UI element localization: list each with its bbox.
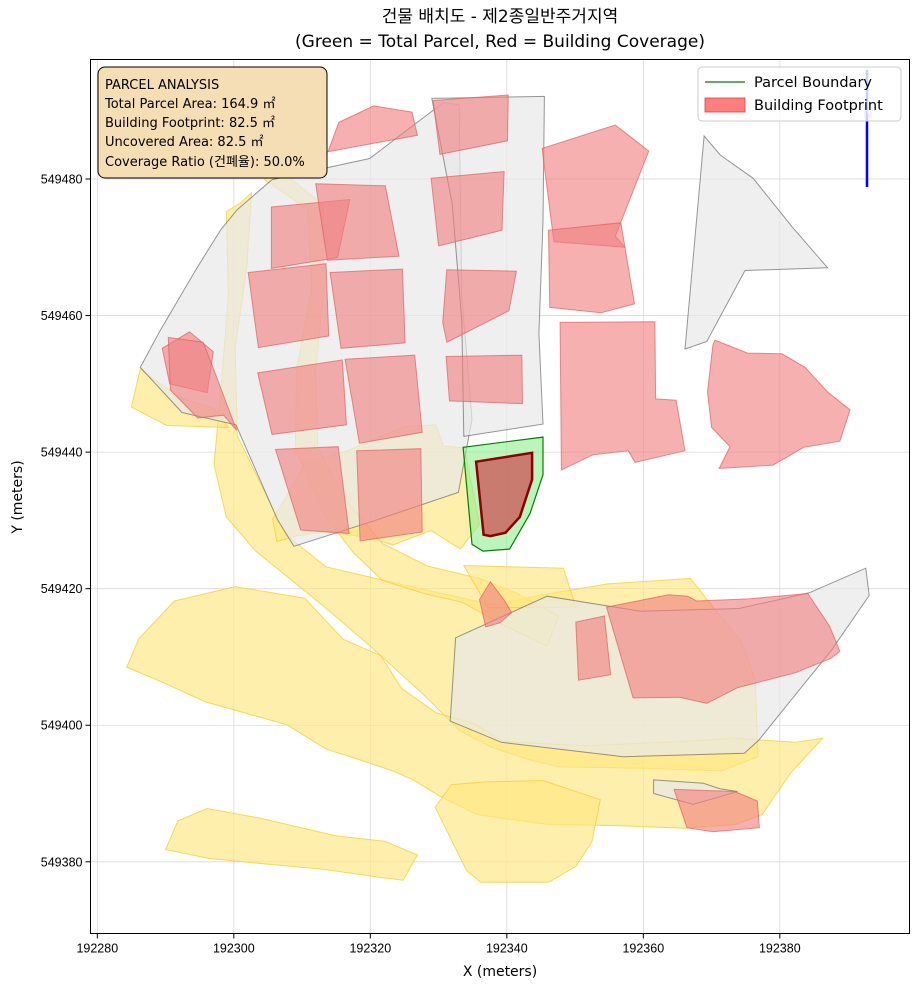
x-tick-label: 192300 — [213, 942, 255, 956]
info-coverage-ratio: Coverage Ratio (건폐율): 50.0% — [105, 155, 305, 170]
legend-building-swatch — [704, 97, 746, 113]
road-polygon — [434, 779, 601, 883]
info-total-parcel-area: Total Parcel Area: 164.9 ㎡ — [104, 97, 275, 112]
surrounding-building — [442, 269, 518, 343]
info-box-heading: PARCEL ANALYSIS — [105, 78, 219, 93]
legend-frame — [697, 66, 902, 122]
y-tick-label: 549480 — [41, 172, 83, 186]
x-tick-label: 192340 — [486, 942, 528, 956]
legend-parcel-label: Parcel Boundary — [754, 75, 872, 91]
chart-subtitle: (Green = Total Parcel, Red = Building Co… — [295, 32, 705, 52]
surrounding-building — [706, 339, 851, 470]
chart-title: 건물 배치도 - 제2종일반주거지역 — [382, 7, 618, 27]
legend-building-label: Building Footprint — [754, 98, 883, 114]
surrounding-buildings — [161, 94, 851, 833]
x-tick-label: 192280 — [76, 942, 118, 956]
surrounding-building — [559, 321, 686, 471]
y-tick-label: 549420 — [41, 582, 83, 596]
y-axis-ticks: 549380 549400 549420 549440 549460 549480 — [41, 172, 91, 869]
plot-frame — [90, 59, 910, 934]
x-tick-label: 192360 — [622, 942, 664, 956]
info-box-frame — [97, 66, 328, 179]
road-polygon — [164, 807, 419, 881]
surrounding-building — [247, 263, 330, 349]
target-building — [474, 451, 534, 538]
x-axis-ticks: 192280 192300 192320 192340 192360 192380 — [76, 933, 801, 956]
x-axis-label: X (meters) — [463, 964, 537, 980]
x-tick-label: 192380 — [759, 942, 801, 956]
surrounding-building — [257, 359, 347, 435]
surrounding-building — [327, 105, 419, 153]
surrounding-building — [432, 94, 509, 155]
x-tick-label: 192320 — [349, 942, 391, 956]
surrounding-building — [315, 183, 400, 261]
road-polygon — [126, 586, 825, 829]
surrounding-building — [673, 788, 760, 833]
surrounding-building — [344, 354, 423, 444]
target-parcel-group — [462, 436, 544, 552]
surrounding-building — [547, 222, 636, 314]
surrounding-building — [274, 446, 350, 534]
surrounding-parcel — [684, 134, 829, 350]
surrounding-building — [356, 448, 423, 542]
y-tick-label: 549400 — [41, 719, 83, 733]
surrounding-building — [575, 615, 612, 681]
y-tick-label: 549460 — [41, 309, 83, 323]
surrounding-building — [605, 592, 841, 704]
surrounding-building — [430, 170, 505, 247]
y-tick-label: 549440 — [41, 446, 83, 460]
surrounding-building — [329, 268, 406, 349]
y-axis-label: Y (meters) — [10, 460, 26, 534]
surrounding-building — [445, 354, 524, 405]
info-box: PARCEL ANALYSIS Total Parcel Area: 164.9… — [97, 66, 328, 179]
y-tick-label: 549380 — [41, 855, 83, 869]
surrounding-building — [167, 336, 238, 431]
info-uncovered-area: Uncovered Area: 82.5 ㎡ — [105, 135, 264, 150]
info-building-footprint: Building Footprint: 82.5 ㎡ — [105, 116, 275, 131]
legend: Parcel Boundary Building Footprint — [697, 66, 902, 122]
surrounding-building — [478, 581, 513, 628]
